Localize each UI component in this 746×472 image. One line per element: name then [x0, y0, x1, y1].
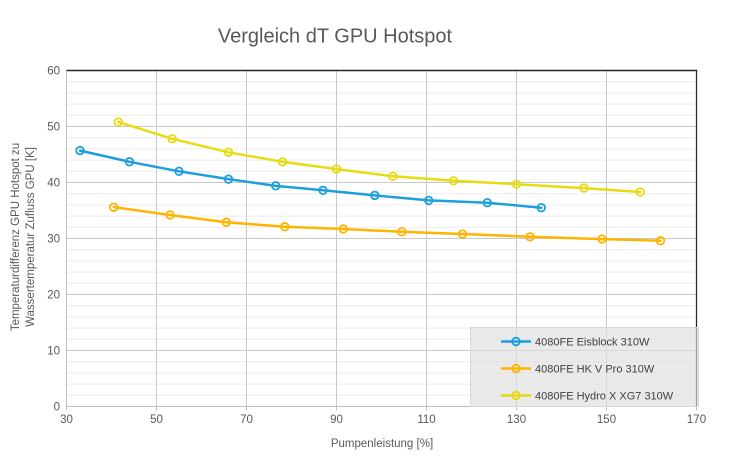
- series-marker: [109, 202, 119, 212]
- legend-marker-icon: [511, 363, 521, 374]
- series-marker: [338, 224, 348, 234]
- x-tick-label: 90: [330, 414, 343, 426]
- y-axis-title-line2: Wassertemperatur Zufluss GPU [K]: [25, 147, 37, 327]
- series-marker: [124, 157, 135, 167]
- series-marker: [388, 171, 398, 182]
- series-marker: [271, 181, 281, 191]
- series-marker: [221, 217, 231, 227]
- x-axis-title: Pumpenleistung [%]: [330, 438, 434, 450]
- series-marker: [655, 236, 666, 246]
- y-tick-label: 50: [47, 122, 60, 134]
- series-marker: [318, 185, 328, 196]
- series-marker: [482, 197, 492, 208]
- series-line: [112, 205, 662, 242]
- x-tick-label: 30: [60, 414, 73, 426]
- series-marker: [370, 190, 380, 201]
- series-marker: [597, 234, 607, 244]
- y-tick-label: 10: [47, 346, 60, 358]
- series-marker: [448, 176, 459, 186]
- series-marker: [457, 229, 468, 239]
- series-marker: [536, 202, 546, 213]
- y-axis-title-line1: Temperaturdifferenz GPU Hotspot zu: [10, 142, 22, 332]
- legend-marker-icon: [511, 336, 521, 347]
- series-marker: [397, 227, 407, 237]
- y-tick-label: 20: [47, 290, 60, 302]
- legend-label: 4080FE HK V Pro 310W: [535, 363, 655, 375]
- series-marker: [223, 174, 234, 184]
- series-marker: [331, 164, 342, 174]
- series-line: [78, 149, 543, 209]
- series-marker: [635, 187, 645, 197]
- series-marker: [167, 134, 177, 144]
- series-marker: [424, 195, 434, 206]
- series-marker: [75, 145, 85, 156]
- series-line: [117, 120, 642, 194]
- y-tick-label: 40: [47, 178, 60, 190]
- x-tick-label: 150: [597, 414, 616, 426]
- legend-label: 4080FE Eisblock 310W: [535, 336, 650, 348]
- x-tick-label: 50: [150, 414, 163, 426]
- chart-title: Vergleich dT GPU Hotspot: [217, 25, 453, 48]
- legend-label: 4080FE Hydro X XG7 310W: [535, 390, 674, 402]
- series-marker: [165, 210, 175, 220]
- series-marker: [525, 232, 535, 242]
- x-tick-label: 170: [687, 414, 706, 426]
- y-tick-label: 30: [47, 234, 60, 246]
- series-marker: [579, 183, 589, 193]
- series-marker: [113, 117, 123, 127]
- x-tick-label: 130: [507, 414, 526, 426]
- series-marker: [223, 147, 234, 157]
- x-tick-label: 70: [240, 414, 253, 426]
- legend-marker-icon: [511, 390, 521, 401]
- series-marker: [280, 222, 290, 232]
- y-tick-label: 60: [47, 66, 60, 78]
- series-marker: [174, 166, 184, 176]
- x-tick-label: 110: [417, 414, 435, 426]
- series-marker: [511, 179, 522, 189]
- series-marker: [277, 157, 288, 167]
- y-tick-label: 0: [54, 402, 60, 414]
